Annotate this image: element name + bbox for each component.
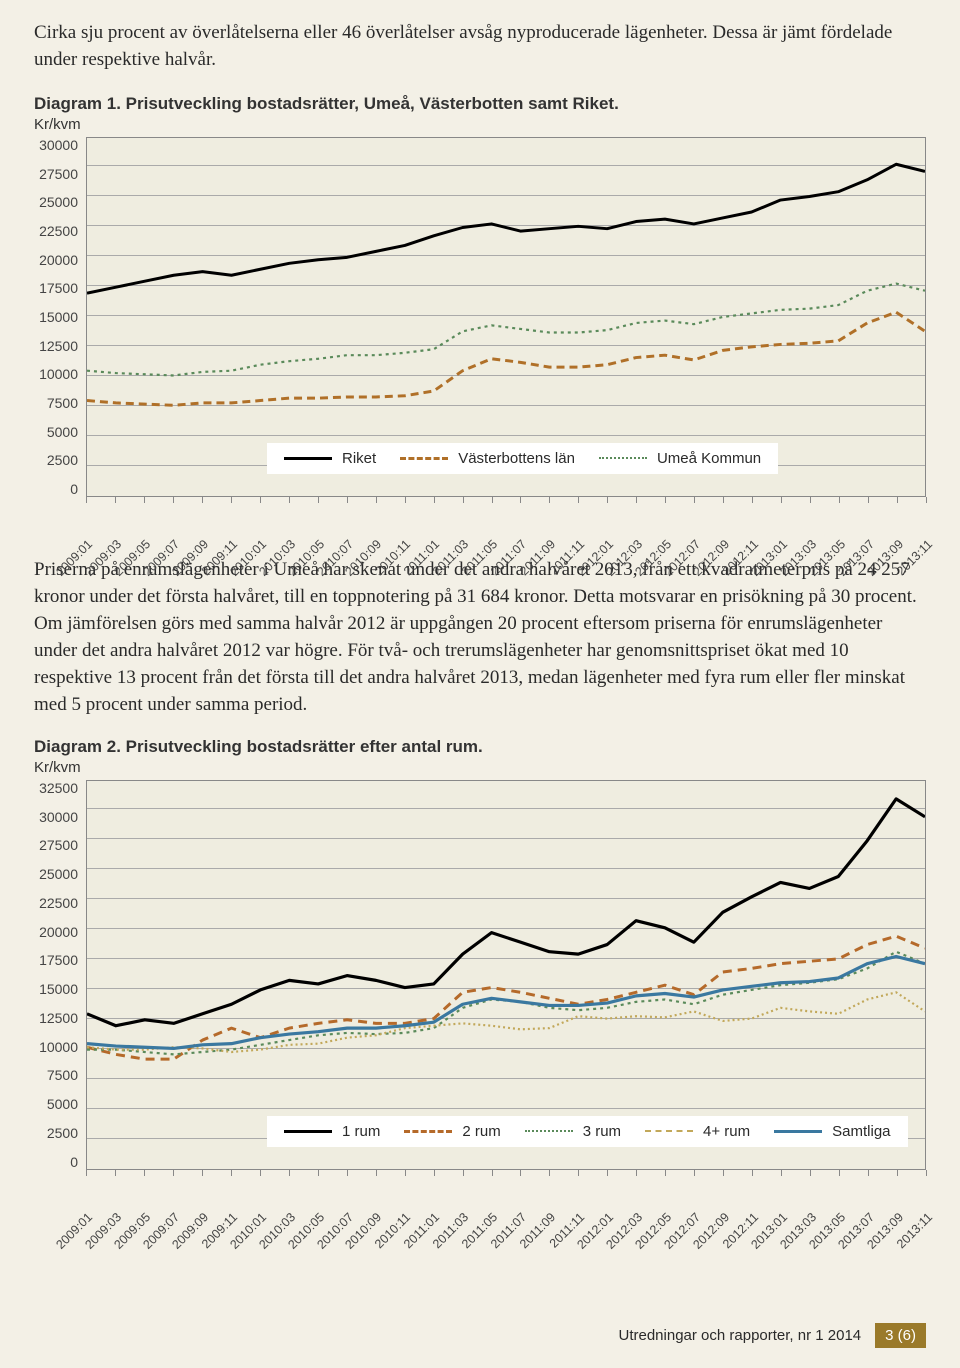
chart1-title: Diagram 1. Prisutveckling bostadsrätter,…	[34, 94, 926, 114]
legend-item: 1 rum	[284, 1123, 380, 1140]
chart2-ylabel: Kr/kvm	[34, 759, 926, 776]
chart-legend: Riket Västerbottens län Umeå Kommun	[267, 443, 778, 474]
chart2: 3250030000275002500022500200001750015000…	[34, 780, 926, 1222]
legend-label: 4+ rum	[703, 1123, 750, 1140]
legend-item: Västerbottens län	[400, 450, 575, 467]
legend-label: Samtliga	[832, 1123, 890, 1140]
chart-legend: 1 rum 2 rum 3 rum 4+ rum Samtliga	[267, 1116, 908, 1147]
chart1-plot: Riket Västerbottens län Umeå Kommun	[86, 137, 926, 497]
legend-item: Samtliga	[774, 1123, 890, 1140]
legend-label: Västerbottens län	[458, 450, 575, 467]
chart2-title: Diagram 2. Prisutveckling bostadsrätter …	[34, 737, 926, 757]
legend-item: 4+ rum	[645, 1123, 750, 1140]
chart1-ylabel: Kr/kvm	[34, 116, 926, 133]
legend-item: Riket	[284, 450, 376, 467]
legend-item: 2 rum	[404, 1123, 500, 1140]
footer-text: Utredningar och rapporter, nr 1 2014	[619, 1327, 862, 1344]
legend-label: 3 rum	[583, 1123, 621, 1140]
chart1-xticks: 2009:012009:032009:052009:072009:092009:…	[86, 497, 926, 549]
intro-paragraph: Cirka sju procent av överlåtelserna elle…	[34, 20, 926, 74]
legend-label: 1 rum	[342, 1123, 380, 1140]
page-number-badge: 3 (6)	[875, 1323, 926, 1348]
body-paragraph: Priserna på enrumslägenheter i Umeå har …	[34, 557, 926, 719]
chart2-xticks: 2009:012009:032009:052009:072009:092009:…	[86, 1170, 926, 1222]
chart2-plot: 1 rum 2 rum 3 rum 4+ rum Samtliga	[86, 780, 926, 1170]
legend-item: Umeå Kommun	[599, 450, 761, 467]
legend-label: 2 rum	[462, 1123, 500, 1140]
chart2-yticks: 3250030000275002500022500200001750015000…	[34, 780, 86, 1170]
chart1: 3000027500250002250020000175001500012500…	[34, 137, 926, 549]
legend-item: 3 rum	[525, 1123, 621, 1140]
chart1-yticks: 3000027500250002250020000175001500012500…	[34, 137, 86, 497]
page-footer: Utredningar och rapporter, nr 1 2014 3 (…	[34, 1323, 926, 1348]
legend-label: Umeå Kommun	[657, 450, 761, 467]
legend-label: Riket	[342, 450, 376, 467]
